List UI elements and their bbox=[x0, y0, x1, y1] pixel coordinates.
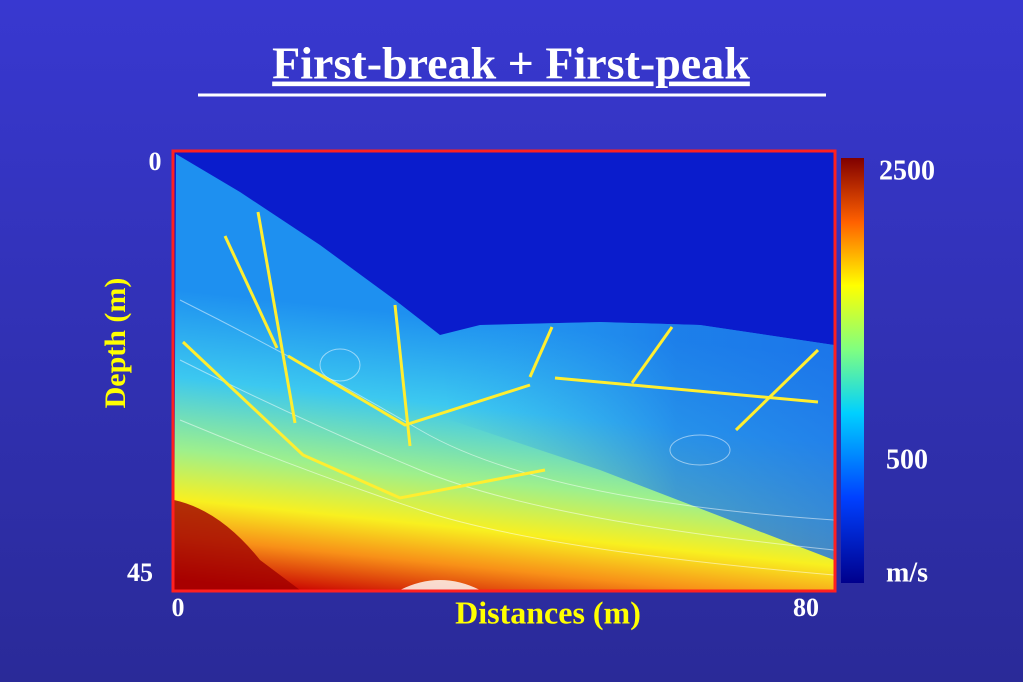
y-top-label: 0 bbox=[149, 147, 162, 176]
y-bottom-label: 45 bbox=[127, 558, 153, 587]
x-left-label: 0 bbox=[172, 593, 185, 622]
plot-frame bbox=[171, 149, 837, 593]
y-axis-label: Depth (m) bbox=[99, 278, 132, 409]
tomogram bbox=[171, 149, 837, 593]
contours bbox=[179, 299, 835, 576]
colorbar-mid: 500 bbox=[886, 444, 928, 475]
velocity-field-shallow bbox=[440, 322, 834, 560]
interfaces bbox=[181, 211, 820, 500]
high-velocity bbox=[174, 500, 300, 590]
contour-patch bbox=[400, 580, 480, 590]
x-axis-label: Distances (m) bbox=[455, 594, 641, 630]
colorbar bbox=[841, 158, 864, 583]
colorbar-unit: m/s bbox=[886, 557, 928, 588]
x-right-label: 80 bbox=[793, 593, 819, 622]
title: First-break + First-peak bbox=[272, 38, 750, 89]
colorbar-max: 2500 bbox=[879, 155, 935, 186]
